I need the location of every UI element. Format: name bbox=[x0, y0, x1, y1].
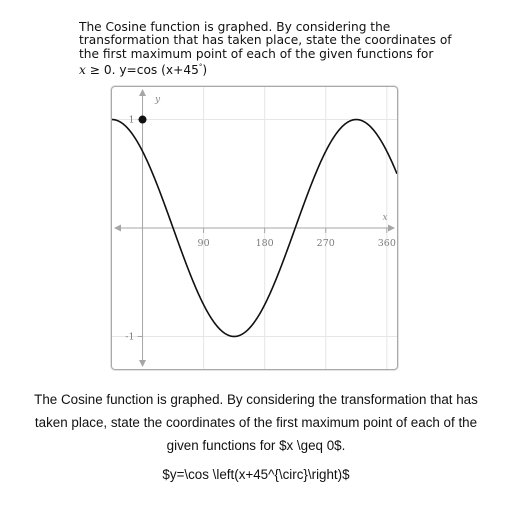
x-tick-label-270: 270 bbox=[317, 238, 335, 249]
degree-symbol: ° bbox=[198, 63, 203, 72]
question-variable-x: x bbox=[79, 63, 86, 78]
grid-layer bbox=[112, 87, 397, 369]
question-text-top: The Cosine function is graphed. By consi… bbox=[79, 20, 452, 78]
x-tick-label-180: 180 bbox=[256, 238, 274, 249]
curve-layer bbox=[112, 115, 397, 338]
question-line-3: the first maximum point of each of the g… bbox=[79, 46, 434, 61]
question-text-bottom: The Cosine function is graphed. By consi… bbox=[34, 392, 478, 453]
question-formula: $y=\cos \left(x+45^{\circ}\right)$ bbox=[162, 467, 350, 482]
question-line-4-text: ≥ 0. y=cos (x+45 bbox=[85, 63, 199, 78]
x-axis-label: x bbox=[382, 213, 387, 223]
maximum-point-marker bbox=[138, 115, 147, 124]
y-axis-arrow-bottom bbox=[139, 360, 147, 367]
cosine-curve bbox=[112, 118, 397, 338]
y-tick-label--1: -1 bbox=[125, 331, 134, 342]
x-tick-label-360: 360 bbox=[378, 238, 396, 249]
x-axis-arrow-left bbox=[114, 224, 121, 232]
question-line-4-close: ) bbox=[202, 63, 208, 78]
x-tick-label-90: 90 bbox=[198, 238, 210, 249]
y-axis-label: y bbox=[154, 95, 161, 105]
y-axis-arrow-top bbox=[139, 89, 147, 96]
question-line-1: The Cosine function is graphed. By consi… bbox=[79, 20, 391, 34]
graph-frame: 90 180 270 360 1 -1 x y bbox=[111, 86, 398, 370]
question-line-2: transformation that has taken place, sta… bbox=[79, 33, 452, 48]
question-line-4: x ≥ 0. y=cos (x+45°) bbox=[79, 61, 449, 77]
y-tick-label-1: 1 bbox=[128, 115, 134, 126]
x-axis-arrow-right bbox=[388, 224, 395, 232]
cosine-chart: 90 180 270 360 1 -1 x y bbox=[112, 87, 397, 369]
axis-layer: 90 180 270 360 1 -1 x y bbox=[114, 89, 396, 367]
